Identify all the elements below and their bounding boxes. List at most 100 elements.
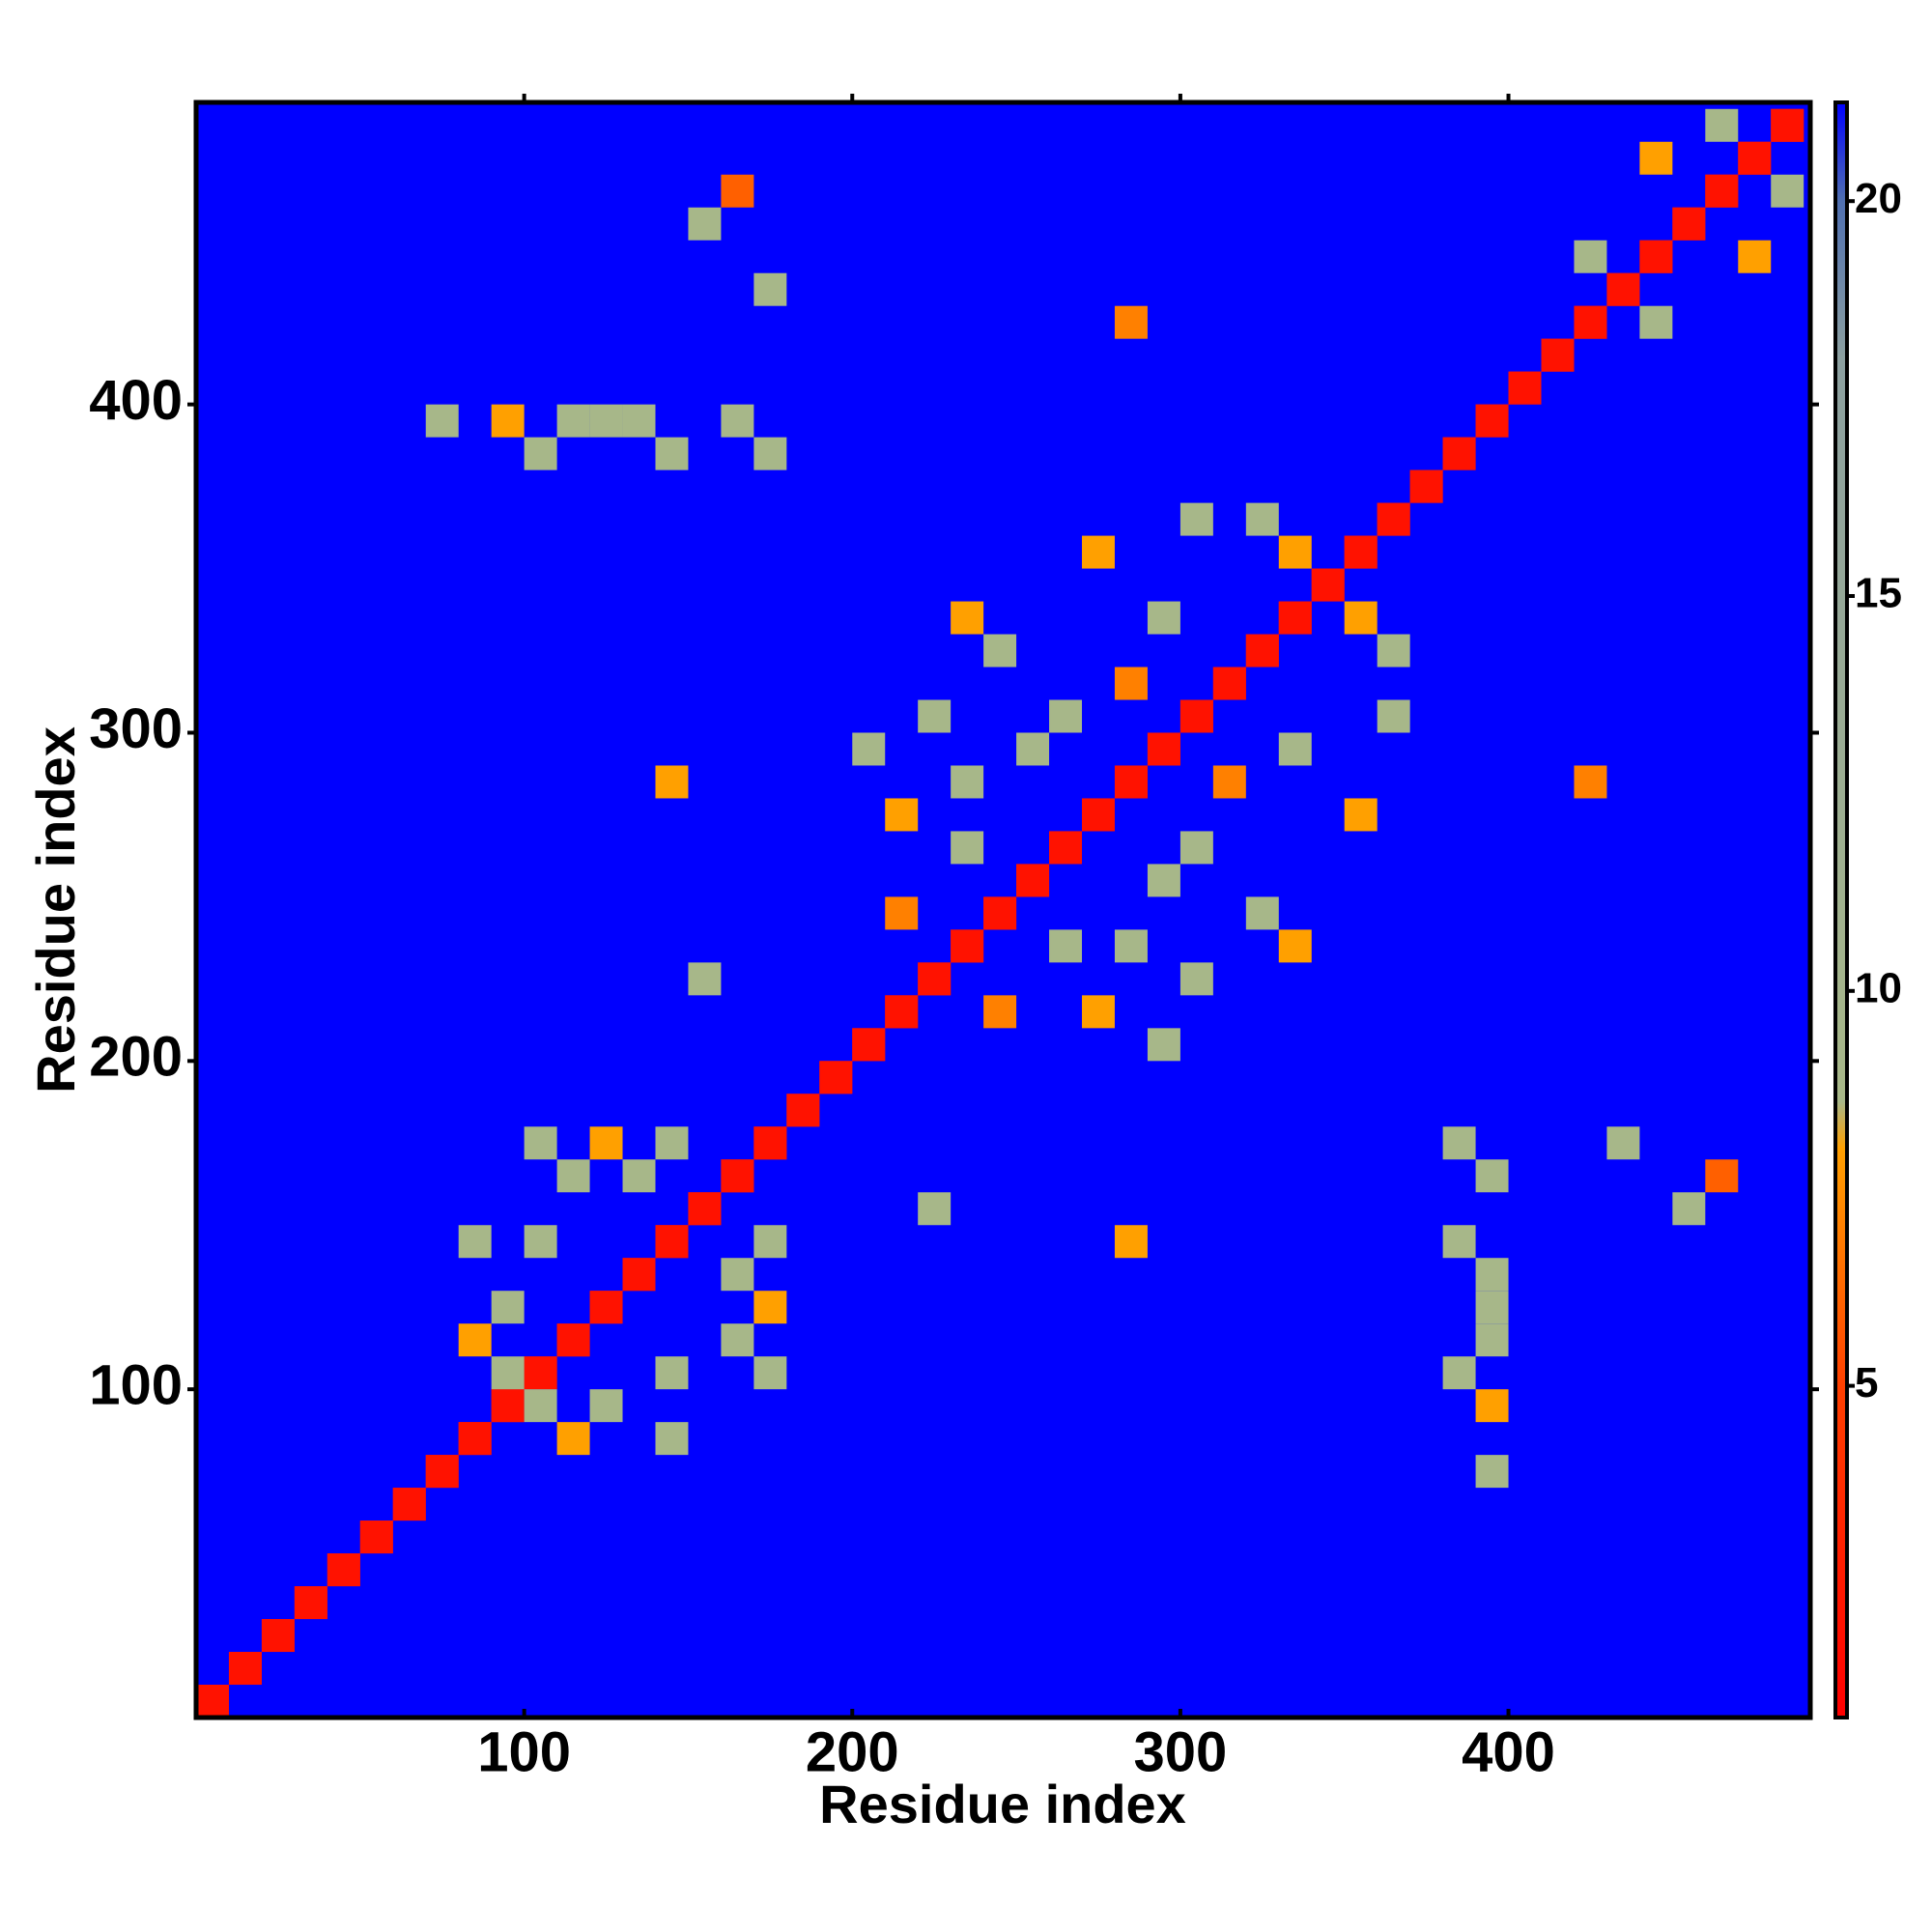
heatmap-cell [294,1586,327,1620]
x-tick-label: 200 [806,1720,899,1783]
heatmap-cell [1278,732,1312,766]
heatmap-cell [1016,732,1050,766]
heatmap-cell [1705,108,1739,142]
heatmap-cell [655,437,689,470]
heatmap-cell [1475,1389,1509,1423]
heatmap-cell [1245,634,1279,668]
heatmap-cell [1639,240,1673,273]
heatmap-cell [1475,1258,1509,1292]
heatmap-cell [753,1126,787,1160]
heatmap-cell [622,1159,656,1193]
heatmap-cell [622,404,656,438]
heatmap-cell [1409,469,1443,503]
heatmap-cell [228,1652,262,1686]
heatmap-cell [1114,305,1148,339]
heatmap-cell [1442,1225,1476,1259]
heatmap-cell [1377,502,1410,536]
heatmap-cell [1606,1126,1640,1160]
heatmap-cell [1147,732,1180,766]
heatmap-cell [1475,404,1509,438]
heatmap-cell [1212,765,1246,799]
heatmap-cell [1442,1126,1476,1160]
colorbar-tick-label: 20 [1855,175,1902,222]
heatmap-cell [1574,240,1607,273]
heatmap-cell [951,831,984,865]
heatmap-cell [885,995,919,1029]
heatmap-cell [1114,929,1148,963]
heatmap-cell [392,1488,426,1521]
heatmap-cell [1705,174,1739,208]
heatmap-cell [589,1126,623,1160]
x-tick-label: 400 [1462,1720,1555,1783]
heatmap-cell [1508,371,1542,405]
x-tick-label: 100 [477,1720,571,1783]
heatmap-cell [918,699,952,733]
heatmap-cell [655,1225,689,1259]
heatmap-cell [1016,864,1050,897]
heatmap-cell [1344,535,1378,569]
heatmap-cell [753,272,787,306]
heatmap-cell [1179,699,1213,733]
heatmap-cell [1147,601,1180,635]
heatmap-cell [1245,896,1279,930]
heatmap-cell [655,1126,689,1160]
heatmap-cell [589,404,623,438]
heatmap-cell [524,1356,557,1390]
heatmap-cell [1574,765,1607,799]
heatmap-cell [1672,207,1706,241]
heatmap-cell [951,929,984,963]
heatmap-cell [1114,667,1148,700]
heatmap-cell [1082,798,1115,832]
heatmap-cell [1082,535,1115,569]
heatmap-cell [1475,1291,1509,1324]
y-tick-label: 100 [89,1353,183,1416]
heatmap-cell [589,1291,623,1324]
heatmap-cell [622,1258,656,1292]
heatmap-cell [918,962,952,996]
heatmap-cell [1639,305,1673,339]
heatmap-cell [1672,1192,1706,1226]
heatmap-cell [589,1389,623,1423]
heatmap-cell [721,1159,754,1193]
heatmap-cell [524,1389,557,1423]
heatmap-cell [524,1126,557,1160]
heatmap-cell [491,1356,525,1390]
heatmap-cell [1344,601,1378,635]
heatmap-cell [786,1094,820,1127]
heatmap-cell [1114,765,1148,799]
heatmap-cell [1574,305,1607,339]
heatmap-cell [1738,141,1772,175]
heatmap-cell [556,1159,590,1193]
heatmap-cell [1738,240,1772,273]
heatmap-cell [425,1455,459,1489]
heatmap-cell [721,404,754,438]
colorbar [1833,100,1849,1719]
heatmap-cell [327,1553,360,1587]
heatmap-cell [885,896,919,930]
heatmap-cell [1771,108,1804,142]
y-axis-title: Residue index [25,726,86,1094]
heatmap-cell [196,1685,229,1718]
heatmap-cell [951,601,984,635]
heatmap-cell [1049,929,1083,963]
heatmap-cell [1475,1455,1509,1489]
heatmap-cell [688,207,722,241]
heatmap-cell [819,1061,853,1094]
heatmap-cell [1278,535,1312,569]
y-tick-label: 200 [89,1026,183,1089]
heatmap-cell [1245,502,1279,536]
heatmap-cell [753,1291,787,1324]
heatmap-cell [1212,667,1246,700]
heatmap-cell [951,765,984,799]
heatmap-cell [359,1520,393,1554]
heatmap-cell [753,437,787,470]
heatmap-cell [556,1323,590,1357]
heatmap-cell [1442,1356,1476,1390]
heatmap-cell [1475,1323,1509,1357]
heatmap-cell [688,962,722,996]
heatmap-cell [425,404,459,438]
heatmap-cell [983,634,1017,668]
heatmap-cell [852,1028,886,1062]
heatmap-cell [1606,272,1640,306]
heatmap-cell [1442,437,1476,470]
